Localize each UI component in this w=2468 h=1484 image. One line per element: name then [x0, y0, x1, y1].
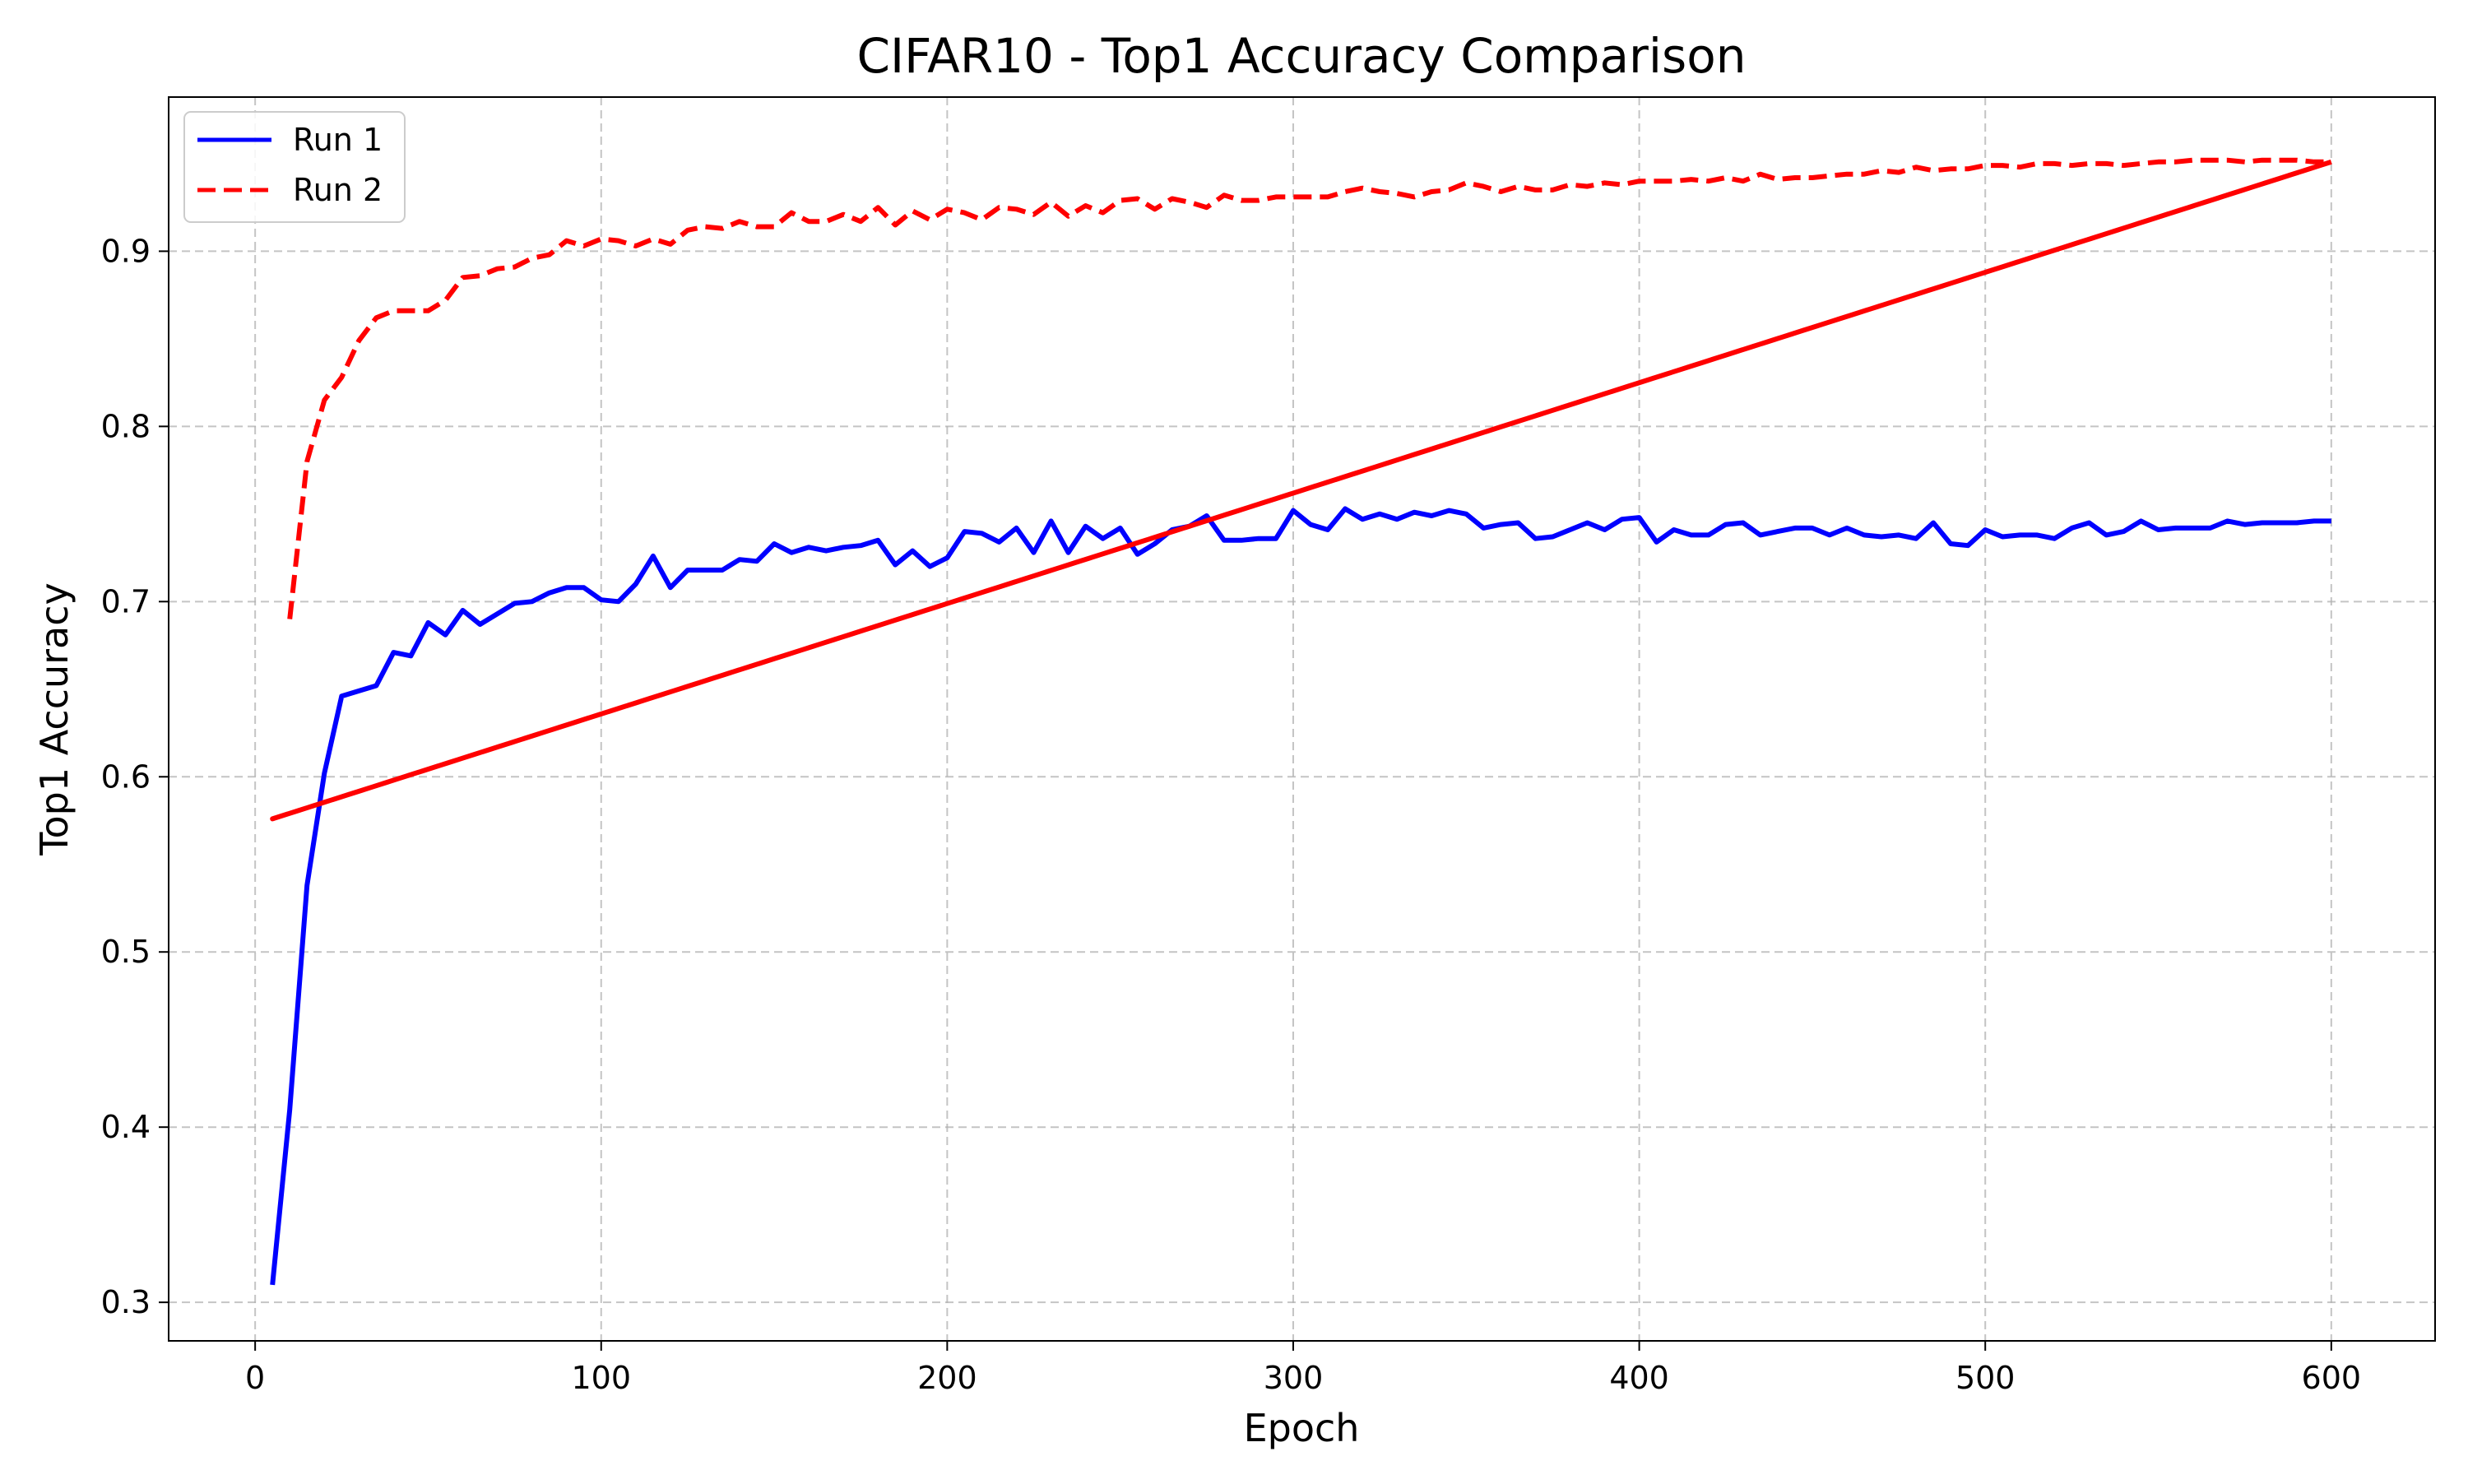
x-tick-label: 500 [1955, 1360, 2016, 1396]
x-tick-label: 300 [1264, 1360, 1324, 1396]
y-tick-label: 0.3 [101, 1284, 151, 1320]
plot-area-frame [168, 96, 2436, 1342]
legend-label-run-1: Run 1 [293, 122, 383, 158]
series-line-run-1 [270, 506, 2331, 1286]
x-tick-label: 400 [1609, 1360, 1669, 1396]
x-tick-label: 100 [571, 1360, 631, 1396]
y-tick-label: 0.4 [101, 1109, 151, 1145]
series-line-run-2 [270, 157, 2334, 822]
chart-title: CIFAR10 - Top1 Accuracy Comparison [857, 28, 1747, 84]
y-axis-label: Top1 Accuracy [32, 582, 77, 856]
plot-area-background [169, 97, 2435, 1341]
x-tick-label: 0 [245, 1360, 265, 1396]
legend: Run 1 Run 2 [183, 111, 406, 223]
axis-ticks: 0 100 200 300 400 500 600 0.3 0.4 0.5 0.6 0.7 0.8 0.9 [101, 233, 2362, 1396]
y-tick-label: 0.9 [101, 233, 151, 269]
y-tick-label: 0.7 [101, 583, 151, 619]
y-tick-label: 0.5 [101, 934, 151, 970]
x-axis-label: Epoch [1244, 1406, 1360, 1450]
y-tick-label: 0.6 [101, 758, 151, 795]
y-tick-label: 0.8 [101, 408, 151, 444]
x-tick-label: 200 [917, 1360, 977, 1396]
legend-label-run-2: Run 2 [293, 172, 383, 208]
x-tick-label: 600 [2302, 1360, 2362, 1396]
series-lines [270, 157, 2334, 1286]
